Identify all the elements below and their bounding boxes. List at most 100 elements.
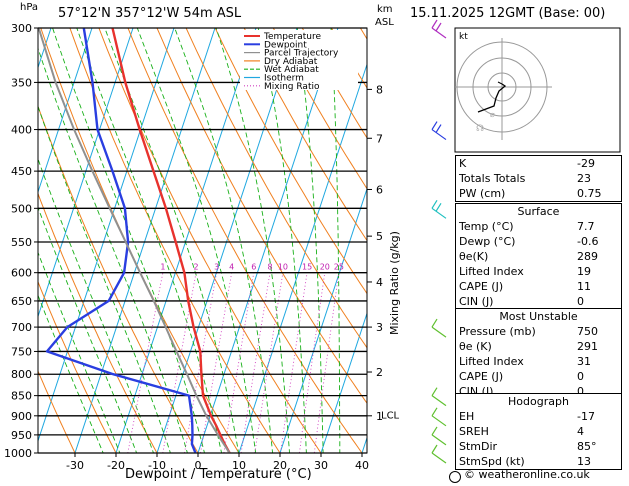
- wind-barb-flag: [435, 203, 442, 212]
- wet-adiabat-line: [38, 46, 188, 453]
- hodograph-unit: kt: [459, 32, 468, 42]
- hodograph-storm-marker: ☊: [476, 124, 484, 134]
- mixing-ratio-label: 1: [160, 263, 165, 272]
- hodograph-trace: [477, 83, 507, 113]
- index-row-k: K -29: [459, 157, 595, 170]
- dry-adiabat-line: [38, 280, 117, 453]
- datetime-title: 15.11.2025 12GMT (Base: 00): [410, 6, 606, 21]
- legend-label: Parcel Trajectory: [264, 49, 339, 59]
- dry-adiabat-line: [38, 192, 158, 453]
- dry-adiabat-line: [185, 28, 367, 349]
- mu-row: θe (K) 291: [459, 340, 598, 353]
- pressure-tick-label: 350: [11, 76, 32, 89]
- mixing-ratio-label: 25: [334, 263, 344, 272]
- wind-barb: [431, 415, 447, 427]
- copyright-circle-icon: [449, 471, 461, 483]
- height-tick-label: 4: [376, 276, 383, 289]
- surface-table: Surface Temp (°C) 7.7 Dewp (°C) -0.6 θe(K)…: [455, 203, 622, 310]
- copyright-logo: [449, 471, 461, 483]
- index-row-pw: PW (cm) 0.75: [459, 187, 602, 200]
- temperature-axis: -30 -20 -10 0 10 20 30 40: [66, 453, 369, 472]
- lcl-label: LCL: [381, 411, 400, 422]
- legend-label: Wet Adiabat: [264, 65, 319, 75]
- dry-adiabat-line: [69, 28, 281, 453]
- surface-row: Dewp (°C) -0.6: [459, 235, 599, 248]
- isotherm-line: [279, 187, 367, 453]
- pressure-tick-label: 850: [11, 390, 32, 403]
- temperature-tick-label: 40: [355, 459, 369, 472]
- wet-adiabat-line: [136, 28, 257, 453]
- pressure-tick-label: 700: [11, 321, 32, 334]
- wind-barb-flag: [431, 444, 438, 454]
- wind-barb-flag: [431, 387, 438, 396]
- isotherm-line: [115, 28, 257, 453]
- hodo-row: EH -17: [459, 410, 595, 423]
- temperature-tick-label: 10: [232, 459, 246, 472]
- mixing-ratio-label: 8: [267, 263, 272, 272]
- wind-barb-flag: [431, 200, 438, 209]
- mixing-ratio-label: 20: [320, 263, 330, 272]
- temperature-tick-label: 20: [273, 459, 287, 472]
- wind-barb: [431, 326, 447, 338]
- pressure-tick-label: 300: [11, 22, 32, 35]
- height-tick-label: 1: [376, 410, 383, 423]
- dry-adiabat-line: [272, 28, 367, 190]
- wind-barb-flag: [431, 121, 438, 130]
- background-lines: [38, 28, 367, 453]
- dry-adiabat-line: [98, 28, 322, 453]
- x-axis-title: Dewpoint / Temperature (°C): [125, 467, 312, 482]
- mixing-ratio-line: [127, 272, 164, 453]
- isotherm-line: [38, 28, 134, 318]
- dry-adiabat-line: [40, 28, 240, 453]
- pressure-tick-label: 600: [11, 267, 32, 280]
- temperature-tick-label: 0: [195, 459, 202, 472]
- wet-adiabat-line: [174, 28, 274, 453]
- pressure-tick-label: 400: [11, 124, 32, 137]
- hodograph-storm-marker: ⌀: [490, 110, 495, 119]
- surface-row: θe(K) 289: [459, 250, 598, 263]
- wind-barb-flag: [431, 407, 438, 417]
- temperature-tick-label: -30: [66, 459, 84, 472]
- mixing-ratio-axis-title: Mixing Ratio (g/kg): [388, 231, 401, 335]
- pressure-tick-label: 450: [11, 165, 32, 178]
- asl-unit-label: ASL: [375, 17, 394, 28]
- mixing-ratio-line: [280, 272, 308, 453]
- pressure-tick-label: 900: [11, 410, 32, 423]
- series-temperature: [111, 28, 231, 453]
- pressure-tick-label: 650: [11, 295, 32, 308]
- dry-adiabat-line: [214, 28, 367, 295]
- surface-row: CAPE (J) 11: [459, 280, 591, 293]
- temperature-tick-label: -10: [148, 459, 166, 472]
- isotherm-line: [38, 28, 175, 443]
- legend-label: Dry Adiabat: [264, 57, 318, 67]
- wet-adiabat-line: [38, 105, 171, 453]
- most-unstable-title: Most Unstable: [499, 310, 578, 323]
- wind-barb-flag: [435, 22, 442, 32]
- copyright-text: © weatheronline.co.uk: [464, 468, 590, 481]
- index-row-tt: Totals Totals 23: [459, 172, 591, 185]
- km-unit-label: km: [377, 4, 393, 15]
- mixing-ratio-label: 6: [251, 263, 256, 272]
- dry-adiabat-line: [156, 28, 367, 404]
- wind-barb: [431, 434, 447, 446]
- surface-title: Surface: [517, 205, 560, 218]
- wet-adiabat-line: [38, 251, 121, 453]
- most-unstable-table: Most Unstable Pressure (mb) 750 θe (K) 291…: [455, 308, 622, 400]
- temperature-tick-label: -20: [107, 459, 125, 472]
- legend-label: Dewpoint: [264, 40, 307, 50]
- wet-adiabat-line: [38, 157, 154, 453]
- wind-barb-flag: [435, 124, 442, 133]
- hpa-unit-label: hPa: [20, 2, 39, 13]
- mixing-ratio-line: [240, 272, 271, 453]
- wind-barb-flag: [431, 19, 438, 29]
- mixing-ratio-line: [184, 272, 218, 453]
- mixing-ratio-line: [200, 272, 233, 453]
- wind-barb: [431, 27, 447, 39]
- mixing-ratio-label: 15: [302, 263, 312, 272]
- mixing-ratio-line: [223, 272, 255, 453]
- wind-barb: [431, 395, 447, 407]
